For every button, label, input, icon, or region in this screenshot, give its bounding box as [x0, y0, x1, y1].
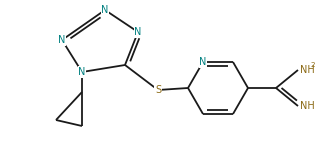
Text: N: N	[199, 57, 207, 67]
Text: NH: NH	[300, 65, 315, 75]
Text: N: N	[134, 27, 142, 37]
Text: NH: NH	[300, 101, 315, 111]
Text: N: N	[58, 35, 66, 45]
Text: N: N	[78, 67, 86, 77]
Text: N: N	[101, 5, 109, 15]
Text: 2: 2	[310, 62, 315, 68]
Text: S: S	[155, 85, 161, 95]
